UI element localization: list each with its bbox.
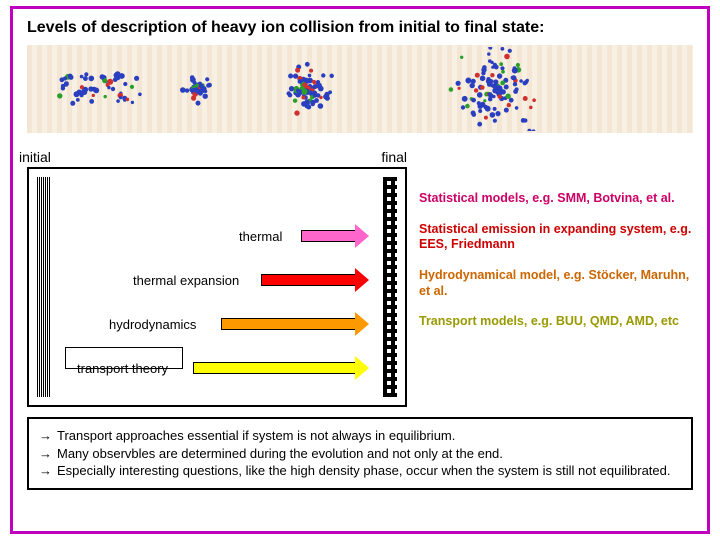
- level-row-thermal-expansion: thermal expansion: [133, 269, 239, 291]
- desc-hydrodynamics: Hydrodynamical model, e.g. Stöcker, Maru…: [419, 268, 693, 299]
- collision-stage-1: [169, 61, 225, 117]
- level-arrow: [193, 360, 369, 376]
- level-label: thermal: [239, 229, 282, 244]
- level-arrow: [261, 272, 369, 288]
- summary-point: Transport approaches essential if system…: [39, 427, 681, 445]
- level-label: hydrodynamics: [109, 317, 196, 332]
- desc-transport: Transport models, e.g. BUU, QMD, AMD, et…: [419, 314, 693, 330]
- collision-stage-3: [389, 47, 609, 131]
- level-row-hydrodynamics: hydrodynamics: [109, 313, 196, 335]
- final-bar: [383, 177, 397, 397]
- desc-thermal: Statistical models, e.g. SMM, Botvina, e…: [419, 191, 693, 207]
- level-descriptions: Statistical models, e.g. SMM, Botvina, e…: [419, 147, 693, 330]
- level-arrow: [301, 228, 369, 244]
- summary-box: Transport approaches essential if system…: [27, 417, 693, 490]
- levels-diagram: initial final thermal thermal expansion …: [27, 167, 407, 407]
- desc-thermal-expansion: Statistical emission in expanding system…: [419, 222, 693, 253]
- summary-point: Many observbles are determined during th…: [39, 445, 681, 463]
- level-label: thermal expansion: [133, 273, 239, 288]
- collision-stage-2: [247, 50, 367, 128]
- initial-label: initial: [19, 149, 51, 165]
- initial-bar: [37, 177, 51, 397]
- level-row-thermal: thermal: [239, 225, 282, 247]
- final-label: final: [381, 149, 407, 165]
- collision-image-strip: [27, 45, 693, 133]
- collision-stage-0: [55, 62, 147, 116]
- level-arrow: [221, 316, 369, 332]
- summary-point: Especially interesting questions, like t…: [39, 462, 681, 480]
- slide-title: Levels of description of heavy ion colli…: [27, 19, 693, 37]
- transport-theory-box: [65, 347, 183, 369]
